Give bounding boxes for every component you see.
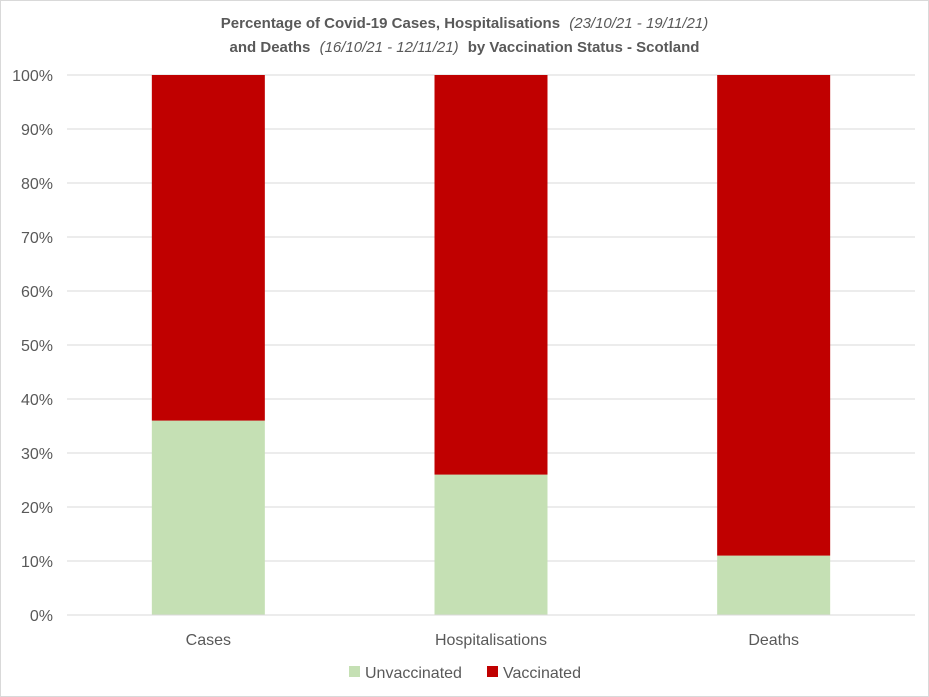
legend-swatch-unvaccinated [349,666,360,677]
legend: Unvaccinated Vaccinated [349,665,581,682]
y-tick-label: 60% [21,284,53,301]
bars [151,75,831,615]
bar-vaccinated-cases [151,75,265,421]
y-tick-label: 70% [21,230,53,247]
y-tick-label: 30% [21,446,53,463]
title-line-1-italic: (23/10/21 - 19/11/21) [569,15,708,32]
x-axis: Cases Hospitalisations Deaths [67,614,915,649]
y-tick-label: 40% [21,392,53,409]
y-tick-label: 50% [21,338,53,355]
title-line-2-bold: and Deaths [230,39,311,56]
x-category-label: Hospitalisations [435,632,547,649]
legend-swatch-vaccinated [487,666,498,677]
legend-label-vaccinated: Vaccinated [503,665,581,682]
bar-unvaccinated-deaths [717,555,831,615]
x-category-label: Deaths [748,632,799,649]
y-axis: 0% 10% 20% 30% 40% 50% 60% 70% 80% 90% 100% [12,68,53,625]
bar-vaccinated-hospitalisations [434,75,548,475]
legend-label-unvaccinated: Unvaccinated [365,665,462,682]
title-line-1-bold: Percentage of Covid-19 Cases, Hospitalis… [221,15,560,32]
chart-title: Percentage of Covid-19 Cases, Hospitalis… [221,15,708,56]
title-line-2-italic: (16/10/21 - 12/11/21) [320,39,459,56]
y-tick-label: 20% [21,500,53,517]
bar-unvaccinated-cases [151,420,265,615]
chart-title-line-1: Percentage of Covid-19 Cases, Hospitalis… [221,15,708,32]
y-tick-label: 10% [21,554,53,571]
title-line-2-bold-2: by Vaccination Status - Scotland [468,39,700,56]
x-category-label: Cases [186,632,231,649]
y-tick-label: 100% [12,68,53,85]
bar-vaccinated-deaths [717,75,831,556]
y-tick-label: 80% [21,176,53,193]
chart-title-line-2: and Deaths (16/10/21 - 12/11/21) by Vacc… [230,39,700,56]
y-tick-label: 0% [30,608,53,625]
bar-unvaccinated-hospitalisations [434,474,548,615]
y-tick-label: 90% [21,122,53,139]
